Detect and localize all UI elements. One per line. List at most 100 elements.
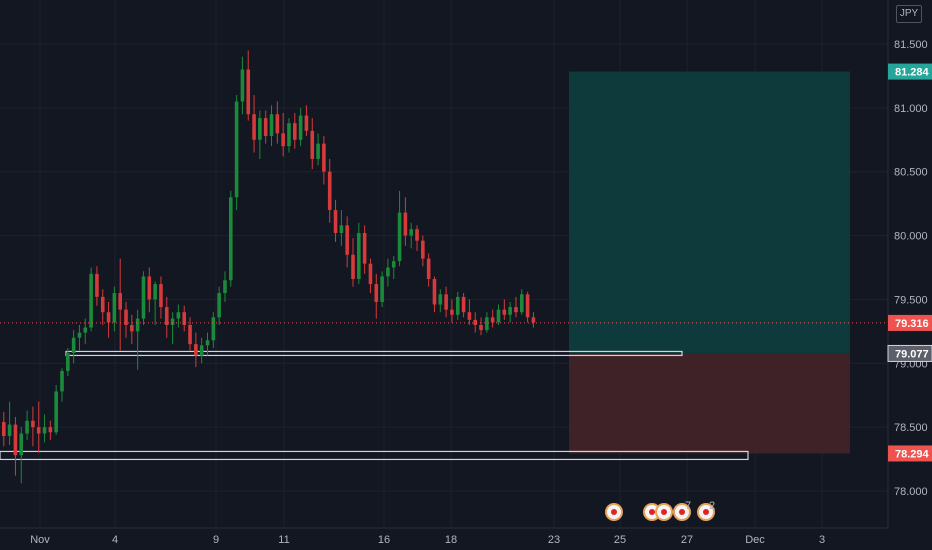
candle-series: [2, 50, 536, 484]
candle-body: [54, 391, 58, 433]
candle-body: [490, 317, 495, 323]
price-tag-box: [888, 63, 932, 80]
candle-body: [374, 284, 379, 302]
candle: [240, 56, 245, 115]
candle: [322, 135, 326, 185]
candle: [438, 289, 443, 313]
candle-body: [258, 118, 262, 140]
price-tag-box: [887, 344, 932, 362]
candle-body: [467, 312, 472, 320]
candle: [415, 225, 419, 251]
candle-body: [432, 278, 437, 305]
candle: [444, 286, 448, 318]
candle: [106, 301, 111, 338]
candle-body: [60, 370, 64, 392]
event-marker-icon[interactable]: 2: [697, 500, 715, 521]
candle: [42, 414, 47, 443]
candle-body: [31, 420, 35, 428]
candle: [2, 411, 6, 447]
candle: [130, 314, 134, 345]
candle-body: [304, 115, 309, 131]
event-marker-icon[interactable]: 7: [673, 500, 691, 521]
candle-body: [397, 212, 402, 262]
candle: [345, 216, 349, 268]
price-tag-label: 81.284: [895, 67, 930, 79]
candle-body: [48, 427, 53, 433]
candle-body: [135, 318, 140, 332]
candle: [211, 312, 216, 348]
price-axis[interactable]: 81.50081.00080.50080.00079.50079.00078.5…: [894, 39, 928, 498]
candle-body: [223, 280, 227, 294]
event-marker-count: 2: [709, 500, 715, 512]
candle: [89, 267, 93, 332]
time-tick-label: 4: [112, 534, 118, 546]
candle-body: [322, 143, 326, 172]
candle: [118, 258, 122, 351]
candle-body: [455, 296, 460, 315]
candle: [228, 190, 233, 287]
price-tick-label: 79.500: [894, 294, 928, 306]
time-tick-label: 27: [681, 534, 693, 546]
candle: [135, 309, 140, 370]
candle-body: [147, 276, 152, 300]
candle: [421, 235, 425, 267]
time-tick-label: Nov: [30, 534, 50, 546]
candle-body: [287, 123, 291, 147]
candle-body: [211, 317, 216, 341]
candle: [25, 410, 29, 440]
candle-body: [106, 312, 111, 323]
candle-body: [461, 296, 466, 313]
time-axis[interactable]: Nov 4 9 11 16 18 23 25 27 Dec 3: [30, 534, 825, 546]
level-line: [0, 450, 749, 461]
candle: [31, 406, 35, 447]
candle: [205, 332, 210, 356]
candle: [502, 299, 507, 320]
candle-body: [508, 307, 512, 315]
candle-body: [182, 312, 187, 325]
candle: [234, 95, 239, 211]
event-marker-dot: [703, 509, 709, 515]
candle: [275, 101, 280, 144]
candle: [95, 266, 99, 306]
candle: [380, 271, 384, 308]
candle-body: [339, 225, 344, 234]
candle-body: [327, 171, 332, 211]
event-marker-icon[interactable]: [605, 503, 623, 521]
candle-body: [112, 293, 117, 323]
price-tick-label: 81.000: [894, 103, 928, 115]
candle: [281, 112, 285, 157]
candle: [304, 105, 309, 136]
time-tick-label: 25: [614, 534, 626, 546]
candle: [374, 273, 379, 319]
price-tags: 81.284 79.316 79.077 78.294: [887, 63, 932, 462]
candle-body: [246, 69, 251, 115]
candle: [485, 312, 489, 333]
candle: [339, 210, 344, 246]
event-marker-dot: [661, 509, 667, 515]
event-marker-icon[interactable]: [655, 503, 673, 521]
candle-body: [473, 319, 478, 325]
price-tick-label: 81.500: [894, 39, 928, 51]
time-tick-label: 9: [213, 534, 219, 546]
candle: [525, 291, 530, 323]
candle-body: [25, 420, 29, 434]
currency-badge[interactable]: JPY: [896, 5, 922, 23]
horizontal-levels: [0, 350, 749, 461]
candle: [71, 330, 76, 364]
candle-body: [83, 327, 88, 333]
candle-body: [345, 225, 349, 255]
candle-body: [188, 324, 192, 345]
candle: [182, 305, 187, 332]
candle: [514, 296, 518, 318]
candle-body: [502, 309, 507, 315]
candle-body: [380, 276, 384, 302]
candle-body: [205, 340, 210, 346]
time-tick-label: 23: [548, 534, 560, 546]
candle-body: [100, 296, 105, 313]
candle: [269, 105, 274, 147]
candle-body: [7, 424, 12, 437]
candle-body: [281, 133, 285, 147]
candle-body: [421, 240, 425, 259]
